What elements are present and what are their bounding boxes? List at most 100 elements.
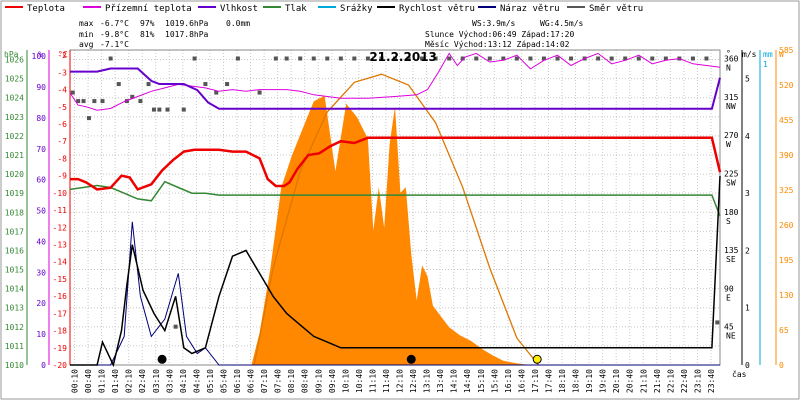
direction-cardinal-label: SE: [726, 255, 736, 264]
percent-tick-label: 90: [36, 83, 46, 92]
celsius-tick-label: -13: [53, 241, 68, 250]
stat-max-label: max: [79, 19, 94, 28]
x-tick-label: 10:40: [355, 369, 364, 393]
wind-direction-point: [447, 56, 452, 61]
wind-direction-point: [636, 56, 641, 61]
x-axis-label: čas: [732, 369, 747, 379]
stat-min-label: min: [79, 30, 94, 39]
hpa-tick-label: 1014: [5, 285, 24, 294]
celsius-tick-label: -8: [57, 154, 67, 163]
hpa-tick-label: 1013: [5, 304, 24, 313]
wind-direction-point: [325, 56, 330, 61]
hpa-tick-label: 1021: [5, 151, 24, 160]
wind-direction-point: [214, 90, 219, 95]
direction-tick-label: 270: [724, 131, 739, 140]
celsius-tick-label: -12: [53, 223, 68, 232]
percent-tick-label: 70: [36, 145, 46, 154]
wind-tick-label: 0: [745, 361, 750, 370]
event-marker: [157, 354, 167, 364]
stat-avg-label: avg: [79, 40, 94, 49]
x-tick-label: 21:10: [639, 369, 648, 393]
wind-direction-point: [474, 56, 479, 61]
series-apparent-temperature: [69, 52, 721, 111]
direction-tick-label: 360: [724, 55, 739, 64]
celsius-tick-label: -3: [57, 68, 67, 77]
wind-direction-point: [92, 99, 97, 104]
direction-axis-label: °: [726, 49, 731, 58]
celsius-tick-label: -18: [53, 327, 68, 336]
x-tick-label: 12:40: [409, 369, 418, 393]
solar-tick-label: 455: [779, 116, 794, 125]
wind-direction-point: [76, 99, 81, 104]
x-tick-label: 08:40: [301, 369, 310, 393]
solar-tick-label: 260: [779, 221, 794, 230]
x-tick-label: 10:10: [341, 369, 350, 393]
wind-direction-point: [86, 116, 91, 121]
x-tick-label: 09:40: [328, 369, 337, 393]
wind-direction-point: [663, 56, 668, 61]
wind-direction-point: [715, 320, 720, 325]
event-marker: [406, 354, 416, 364]
percent-tick-label: 0: [41, 361, 46, 370]
x-tick-label: 03:10: [152, 369, 161, 393]
wind-direction-point: [541, 56, 546, 61]
legend-label: Náraz větru: [500, 4, 560, 14]
wind-direction-point: [235, 56, 240, 61]
wind-direction-point: [284, 56, 289, 61]
x-tick-label: 17:40: [544, 369, 553, 393]
legend-label: Vlhkost: [220, 4, 258, 14]
percent-tick-label: 50: [36, 207, 46, 216]
legend-label: Teplota: [27, 4, 65, 14]
solar-tick-label: 0: [779, 361, 784, 370]
stat-avg-temp: -7.1°C: [100, 40, 129, 49]
hpa-tick-label: 1023: [5, 113, 24, 122]
wind-direction-point: [623, 56, 628, 61]
rain-axis-label: mm: [763, 50, 773, 59]
solar-tick-label: 65: [779, 326, 789, 335]
hpa-tick-label: 1012: [5, 323, 24, 332]
wind-direction-point: [116, 82, 121, 87]
hpa-tick-label: 1010: [5, 361, 24, 370]
x-tick-label: 21:40: [653, 369, 662, 393]
info-ws: WS:3.9m/s: [472, 19, 516, 28]
hpa-tick-label: 1022: [5, 132, 24, 141]
event-marker: [532, 354, 542, 364]
x-tick-label: 14:40: [463, 369, 472, 393]
wind-direction-point: [151, 107, 156, 112]
direction-cardinal-label: SW: [726, 178, 736, 187]
wind-direction-point: [514, 56, 519, 61]
x-tick-label: 08:10: [287, 369, 296, 393]
wind-direction-point: [157, 107, 162, 112]
x-tick-label: 05:40: [219, 369, 228, 393]
wind-direction-point: [528, 56, 533, 61]
x-tick-label: 19:40: [599, 369, 608, 393]
x-tick-label: 02:40: [138, 369, 147, 393]
wind-direction-point: [146, 82, 151, 87]
x-tick-label: 06:40: [247, 369, 256, 393]
wind-direction-point: [433, 56, 438, 61]
x-tick-label: 13:40: [436, 369, 445, 393]
solar-radiation-area: [70, 95, 720, 366]
wind-tick-label: 2: [745, 246, 750, 255]
x-tick-label: 20:40: [626, 369, 635, 393]
wind-direction-point: [100, 99, 105, 104]
x-tick-label: 02:10: [125, 369, 134, 393]
rain-tick-label: 1: [763, 60, 768, 69]
hpa-tick-label: 1016: [5, 246, 24, 255]
hpa-tick-label: 1011: [5, 342, 24, 351]
celsius-tick-label: -7: [57, 137, 67, 146]
series-temperature: [70, 136, 722, 191]
wind-direction-point: [420, 56, 425, 61]
wind-direction-point: [501, 56, 506, 61]
x-tick-label: 04:10: [179, 369, 188, 393]
percent-tick-label: 60: [36, 176, 46, 185]
percent-axis-label: %: [38, 50, 43, 59]
percent-tick-label: 40: [36, 237, 46, 246]
hpa-tick-label: 1024: [5, 94, 24, 103]
wind-tick-label: 5: [745, 75, 750, 84]
x-tick-label: 23:10: [693, 369, 702, 393]
x-tick-label: 22:40: [680, 369, 689, 393]
x-tick-label: 16:40: [517, 369, 526, 393]
celsius-tick-label: -17: [53, 309, 68, 318]
